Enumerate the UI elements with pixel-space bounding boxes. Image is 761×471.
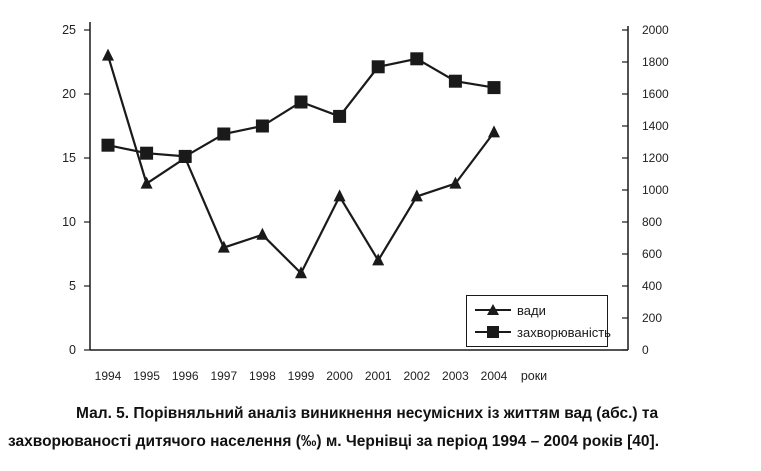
caption-line-1: Мал. 5. Порівняльний аналіз виникнення н… — [76, 405, 659, 422]
x-tick-label: 1998 — [249, 369, 276, 383]
morbidity-point — [333, 109, 347, 123]
morbidity-point — [448, 74, 462, 88]
morbidity-point — [140, 146, 154, 160]
right-tick-label: 1600 — [642, 87, 669, 101]
x-tick-label: 2000 — [326, 369, 353, 383]
right-tick-label: 1000 — [642, 183, 669, 197]
morbidity-point — [371, 60, 385, 74]
legend-entry-defects: вади — [473, 302, 546, 318]
defects-point — [256, 227, 269, 240]
defects-point — [217, 240, 230, 253]
defects-point — [140, 176, 153, 189]
morbidity-point — [101, 138, 115, 152]
x-tick-label: 1999 — [288, 369, 315, 383]
left-tick-label: 5 — [69, 279, 76, 293]
defects-point — [372, 253, 385, 266]
right-tick-label: 400 — [642, 279, 662, 293]
right-tick-label: 0 — [642, 343, 649, 357]
x-axis-suffix-label: роки — [521, 369, 547, 383]
right-tick-label: 200 — [642, 311, 662, 325]
caption-line-2: захворюваності дитячого населення (‰) м.… — [8, 433, 660, 450]
legend-entry-morbidity: захворюваність — [473, 324, 611, 340]
right-tick-label: 1400 — [642, 119, 669, 133]
square-marker-icon — [475, 326, 511, 338]
x-tick-label: 2004 — [481, 369, 508, 383]
right-tick-label: 1200 — [642, 151, 669, 165]
x-tick-label: 2003 — [442, 369, 469, 383]
chart-legend: вади захворюваність — [466, 295, 611, 347]
morbidity-point — [178, 149, 192, 163]
x-tick-label: 1994 — [95, 369, 122, 383]
defects-point — [449, 176, 462, 189]
left-tick-label: 25 — [62, 23, 76, 37]
left-tick-label: 15 — [62, 151, 76, 165]
x-tick-label: 1997 — [210, 369, 237, 383]
defects-point — [295, 266, 307, 279]
left-tick-label: 0 — [69, 343, 76, 357]
figure-caption: Мал. 5. Порівняльний аналіз виникнення н… — [0, 400, 761, 456]
triangle-marker-icon — [475, 304, 511, 315]
right-tick-label: 600 — [642, 247, 662, 261]
x-tick-label: 2001 — [365, 369, 392, 383]
right-tick-label: 800 — [642, 215, 662, 229]
morbidity-point — [217, 127, 231, 141]
legend-label-defects: вади — [517, 302, 546, 318]
defects-point — [410, 189, 423, 202]
series-defects-line — [106, 55, 495, 276]
x-tick-label: 1995 — [133, 369, 160, 383]
left-tick-label: 10 — [62, 215, 76, 229]
line-chart: 0 5 10 15 20 25 0 200 400 600 800 1000 1200 1400 1600 1… — [62, 22, 669, 383]
morbidity-point — [294, 95, 308, 109]
right-tick-label: 1800 — [642, 55, 669, 69]
morbidity-point — [410, 52, 424, 66]
x-tick-label: 1996 — [172, 369, 199, 383]
defects-point — [333, 189, 346, 202]
morbidity-point — [255, 119, 269, 133]
defects-point — [102, 48, 114, 61]
morbidity-point — [487, 81, 501, 95]
left-tick-label: 20 — [62, 87, 76, 101]
x-tick-label: 2002 — [403, 369, 430, 383]
legend-label-morbidity: захворюваність — [517, 324, 611, 340]
right-tick-label: 2000 — [642, 23, 669, 37]
defects-point — [488, 125, 500, 138]
